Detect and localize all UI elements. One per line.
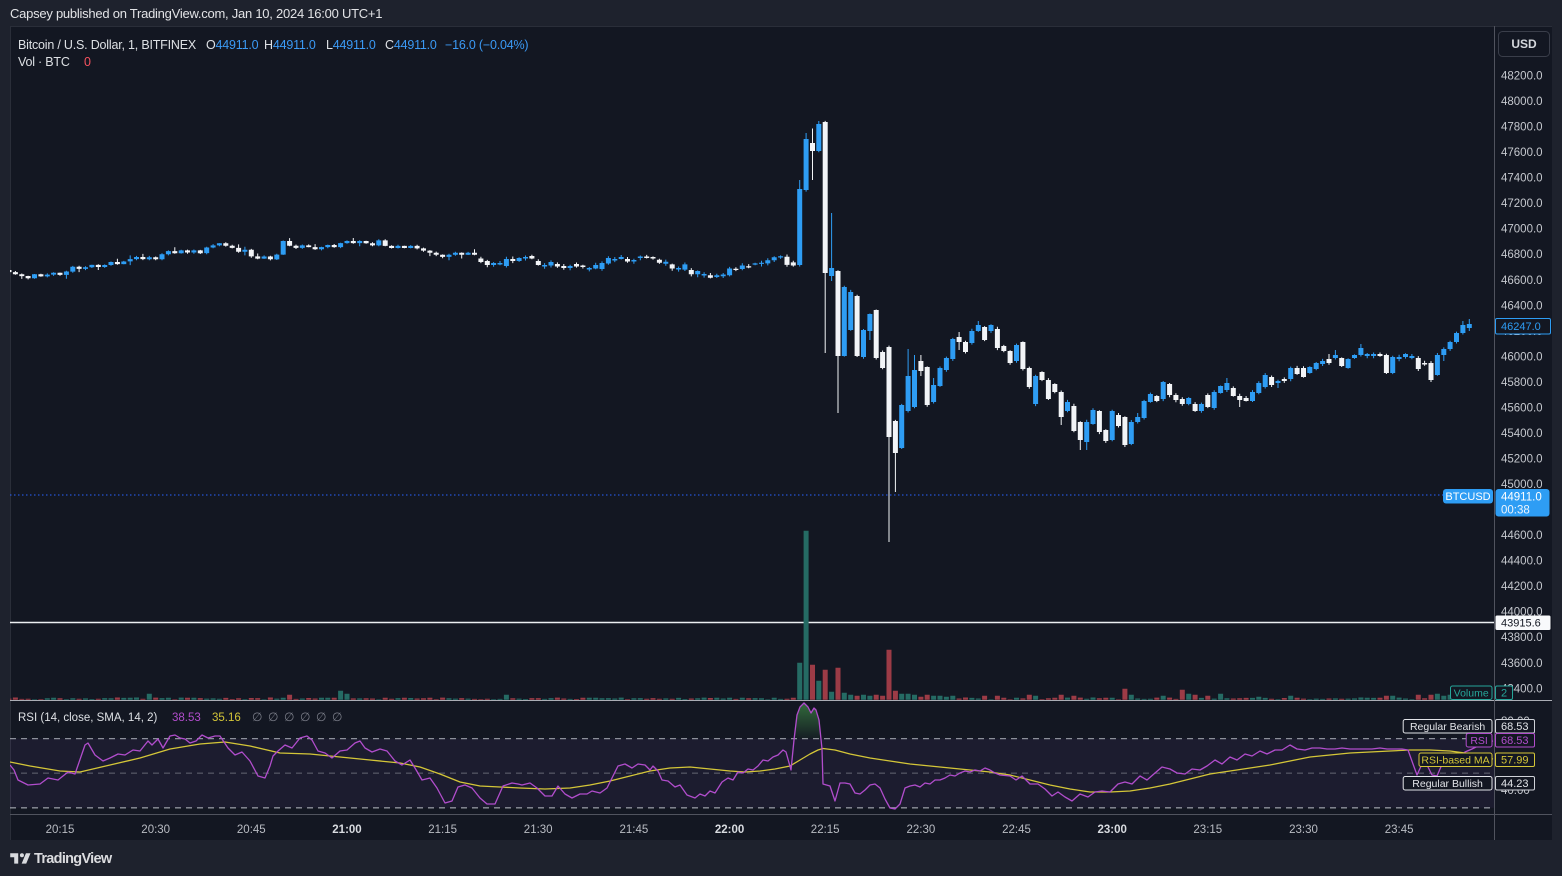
svg-text:L44911.0: L44911.0 <box>326 38 376 52</box>
svg-text:20:15: 20:15 <box>46 824 75 836</box>
svg-text:00:38: 00:38 <box>1501 505 1530 517</box>
svg-text:46000.0: 46000.0 <box>1501 351 1543 363</box>
svg-text:Volume: Volume <box>1454 688 1489 700</box>
svg-text:Vol · BTC: Vol · BTC <box>18 55 70 69</box>
svg-text:45400.0: 45400.0 <box>1501 428 1543 440</box>
svg-text:∅: ∅ <box>316 710 326 724</box>
svg-text:23:15: 23:15 <box>1193 824 1222 836</box>
svg-text:44200.0: 44200.0 <box>1501 581 1543 593</box>
svg-text:43600.0: 43600.0 <box>1501 658 1543 670</box>
svg-text:43915.6: 43915.6 <box>1501 618 1541 630</box>
svg-text:∅: ∅ <box>284 710 294 724</box>
svg-text:45800.0: 45800.0 <box>1501 377 1543 389</box>
svg-text:USD: USD <box>1511 37 1537 51</box>
svg-text:45000.0: 45000.0 <box>1501 479 1543 491</box>
svg-text:2: 2 <box>1501 688 1507 700</box>
svg-text:22:15: 22:15 <box>811 824 840 836</box>
svg-text:44600.0: 44600.0 <box>1501 530 1543 542</box>
svg-text:22:30: 22:30 <box>907 824 936 836</box>
svg-text:21:00: 21:00 <box>332 824 361 836</box>
svg-text:47800.0: 47800.0 <box>1501 122 1543 134</box>
svg-text:48000.0: 48000.0 <box>1501 96 1543 108</box>
svg-text:35.16: 35.16 <box>212 712 241 724</box>
svg-text:0: 0 <box>84 55 91 69</box>
svg-text:45600.0: 45600.0 <box>1501 402 1543 414</box>
svg-text:RSI-based MA: RSI-based MA <box>1421 755 1489 767</box>
svg-text:Bitcoin / U.S. Dollar, 1, BITF: Bitcoin / U.S. Dollar, 1, BITFINEX <box>18 38 197 52</box>
svg-text:21:15: 21:15 <box>428 824 457 836</box>
svg-text:46800.0: 46800.0 <box>1501 249 1543 261</box>
svg-text:47000.0: 47000.0 <box>1501 224 1543 236</box>
svg-text:46400.0: 46400.0 <box>1501 300 1543 312</box>
svg-text:44911.0: 44911.0 <box>1501 492 1542 504</box>
svg-text:38.53: 38.53 <box>172 712 201 724</box>
svg-text:−16.0 (−0.04%): −16.0 (−0.04%) <box>445 38 528 52</box>
svg-text:47200.0: 47200.0 <box>1501 198 1543 210</box>
svg-text:43800.0: 43800.0 <box>1501 632 1543 644</box>
svg-text:∅: ∅ <box>268 710 278 724</box>
svg-text:C44911.0: C44911.0 <box>385 38 437 52</box>
svg-text:∅: ∅ <box>252 710 262 724</box>
svg-text:48200.0: 48200.0 <box>1501 71 1543 83</box>
svg-text:H44911.0: H44911.0 <box>264 38 316 52</box>
svg-text:∅: ∅ <box>300 710 310 724</box>
svg-text:20:30: 20:30 <box>141 824 170 836</box>
svg-text:23:00: 23:00 <box>1097 824 1126 836</box>
svg-text:57.99: 57.99 <box>1501 755 1529 767</box>
svg-text:Regular Bullish: Regular Bullish <box>1412 778 1483 790</box>
svg-text:Regular Bearish: Regular Bearish <box>1410 721 1485 733</box>
svg-text:44400.0: 44400.0 <box>1501 556 1543 568</box>
svg-text:68.53: 68.53 <box>1501 721 1529 733</box>
svg-text:23:30: 23:30 <box>1289 824 1318 836</box>
svg-text:BTCUSD: BTCUSD <box>1445 491 1490 503</box>
svg-text:22:45: 22:45 <box>1002 824 1031 836</box>
svg-text:O44911.0: O44911.0 <box>206 38 259 52</box>
svg-text:21:45: 21:45 <box>620 824 649 836</box>
svg-text:RSI: RSI <box>1470 735 1488 747</box>
svg-text:20:45: 20:45 <box>237 824 266 836</box>
svg-text:45200.0: 45200.0 <box>1501 454 1543 466</box>
svg-text:47400.0: 47400.0 <box>1501 173 1543 185</box>
svg-text:23:45: 23:45 <box>1385 824 1414 836</box>
svg-text:21:30: 21:30 <box>524 824 553 836</box>
svg-text:∅: ∅ <box>332 710 342 724</box>
svg-text:46600.0: 46600.0 <box>1501 275 1543 287</box>
svg-text:44.23: 44.23 <box>1501 778 1529 790</box>
svg-text:RSI (14, close, SMA, 14, 2): RSI (14, close, SMA, 14, 2) <box>18 712 158 724</box>
svg-text:47600.0: 47600.0 <box>1501 147 1543 159</box>
svg-text:68.53: 68.53 <box>1501 735 1529 747</box>
svg-text:22:00: 22:00 <box>715 824 744 836</box>
svg-text:46247.0: 46247.0 <box>1501 321 1541 333</box>
